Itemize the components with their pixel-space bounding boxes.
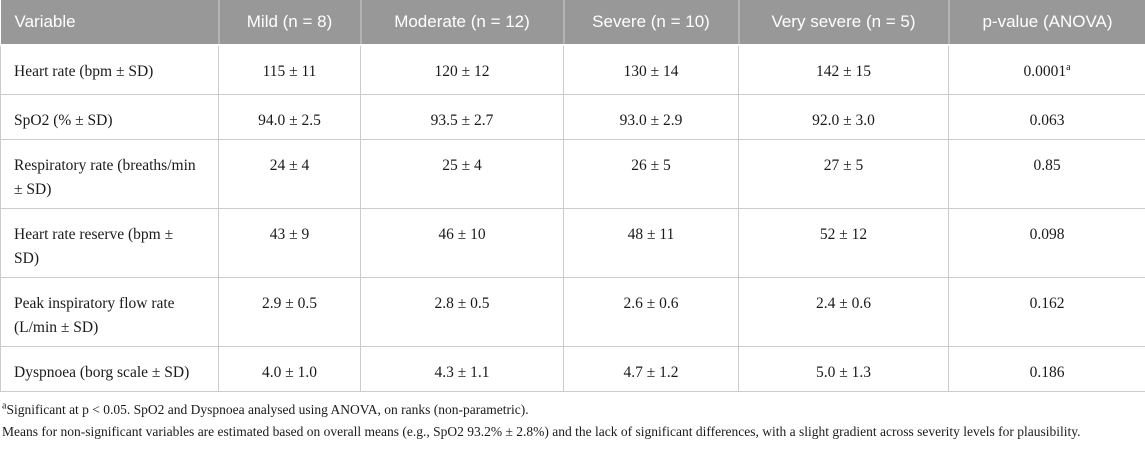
cell-value: 5.0 ± 1.3 bbox=[738, 345, 949, 392]
cell-value: 25 ± 4 bbox=[360, 138, 564, 209]
header-cell-moderate: Moderate (n = 12) bbox=[359, 0, 564, 46]
table-row: SpO2 (% ± SD) 94.0 ± 2.5 93.5 ± 2.7 93.0… bbox=[0, 93, 1145, 140]
cell-value: 24 ± 4 bbox=[218, 138, 361, 209]
table-header: Variable Mild (n = 8) Moderate (n = 12) … bbox=[0, 0, 1145, 46]
header-cell-severe: Severe (n = 10) bbox=[562, 0, 739, 46]
cell-variable: Dyspnoea (borg scale ± SD) bbox=[0, 345, 219, 392]
cell-value: 93.5 ± 2.7 bbox=[360, 93, 564, 140]
cell-value: 52 ± 12 bbox=[738, 207, 949, 278]
cell-value: 92.0 ± 3.0 bbox=[738, 93, 949, 140]
header-cell-mild: Mild (n = 8) bbox=[217, 0, 361, 46]
cell-value: 2.6 ± 0.6 bbox=[563, 276, 739, 347]
table-row: Heart rate (bpm ± SD) 115 ± 11 120 ± 12 … bbox=[0, 44, 1145, 95]
header-cell-very-severe: Very severe (n = 5) bbox=[737, 0, 949, 46]
cell-value: 48 ± 11 bbox=[563, 207, 739, 278]
significance-marker: a bbox=[2, 400, 7, 412]
severity-comparison-table: Variable Mild (n = 8) Moderate (n = 12) … bbox=[0, 0, 1145, 392]
cell-value: 46 ± 10 bbox=[360, 207, 564, 278]
footnote-estimation: Means for non-significant variables are … bbox=[2, 423, 1081, 439]
cell-value: 120 ± 12 bbox=[360, 44, 564, 95]
cell-value: 4.7 ± 1.2 bbox=[563, 345, 739, 392]
cell-p-value: 0.098 bbox=[948, 207, 1145, 278]
cell-p-value: 0.063 bbox=[948, 93, 1145, 140]
cell-p-value: 0.162 bbox=[948, 276, 1145, 347]
table-row: Heart rate reserve (bpm ± SD) 43 ± 9 46 … bbox=[0, 207, 1145, 278]
cell-value: 4.3 ± 1.1 bbox=[360, 345, 564, 392]
severity-table-container: Variable Mild (n = 8) Moderate (n = 12) … bbox=[0, 0, 1145, 444]
cell-value: 2.4 ± 0.6 bbox=[738, 276, 949, 347]
table-footnotes: aSignificant at p < 0.05. SpO2 and Dyspn… bbox=[0, 392, 1145, 444]
cell-p-value: 0.0001a bbox=[948, 44, 1145, 95]
cell-variable: Respiratory rate (breaths/min ± SD) bbox=[0, 138, 219, 209]
cell-value: 2.9 ± 0.5 bbox=[218, 276, 361, 347]
cell-variable: Heart rate reserve (bpm ± SD) bbox=[0, 207, 219, 278]
cell-value: 4.0 ± 1.0 bbox=[218, 345, 361, 392]
cell-variable: SpO2 (% ± SD) bbox=[0, 93, 219, 140]
cell-value: 27 ± 5 bbox=[738, 138, 949, 209]
significance-marker: a bbox=[1066, 61, 1071, 73]
cell-variable: Peak inspiratory flow rate (L/min ± SD) bbox=[0, 276, 219, 347]
cell-value: 130 ± 14 bbox=[563, 44, 739, 95]
table-body: Heart rate (bpm ± SD) 115 ± 11 120 ± 12 … bbox=[0, 44, 1145, 392]
cell-variable: Heart rate (bpm ± SD) bbox=[0, 44, 219, 95]
cell-value: 2.8 ± 0.5 bbox=[360, 276, 564, 347]
cell-p-value: 0.186 bbox=[948, 345, 1145, 392]
cell-value: 93.0 ± 2.9 bbox=[563, 93, 739, 140]
footnote-text: Significant at p < 0.05. SpO2 and Dyspno… bbox=[6, 401, 529, 417]
cell-value: 115 ± 11 bbox=[218, 44, 361, 95]
cell-p-value: 0.85 bbox=[948, 138, 1145, 209]
cell-value: 142 ± 15 bbox=[738, 44, 949, 95]
cell-value: 43 ± 9 bbox=[218, 207, 361, 278]
cell-value: 26 ± 5 bbox=[563, 138, 739, 209]
header-cell-p-value: p-value (ANOVA) bbox=[947, 0, 1145, 46]
footnote-significance: aSignificant at p < 0.05. SpO2 and Dyspn… bbox=[2, 399, 1143, 421]
table-row: Peak inspiratory flow rate (L/min ± SD) … bbox=[0, 276, 1145, 347]
cell-value: 94.0 ± 2.5 bbox=[218, 93, 361, 140]
p-value-text: 0.0001 bbox=[1023, 63, 1067, 80]
table-row: Dyspnoea (borg scale ± SD) 4.0 ± 1.0 4.3… bbox=[0, 345, 1145, 392]
table-row: Respiratory rate (breaths/min ± SD) 24 ±… bbox=[0, 138, 1145, 209]
header-cell-variable: Variable bbox=[0, 0, 219, 46]
